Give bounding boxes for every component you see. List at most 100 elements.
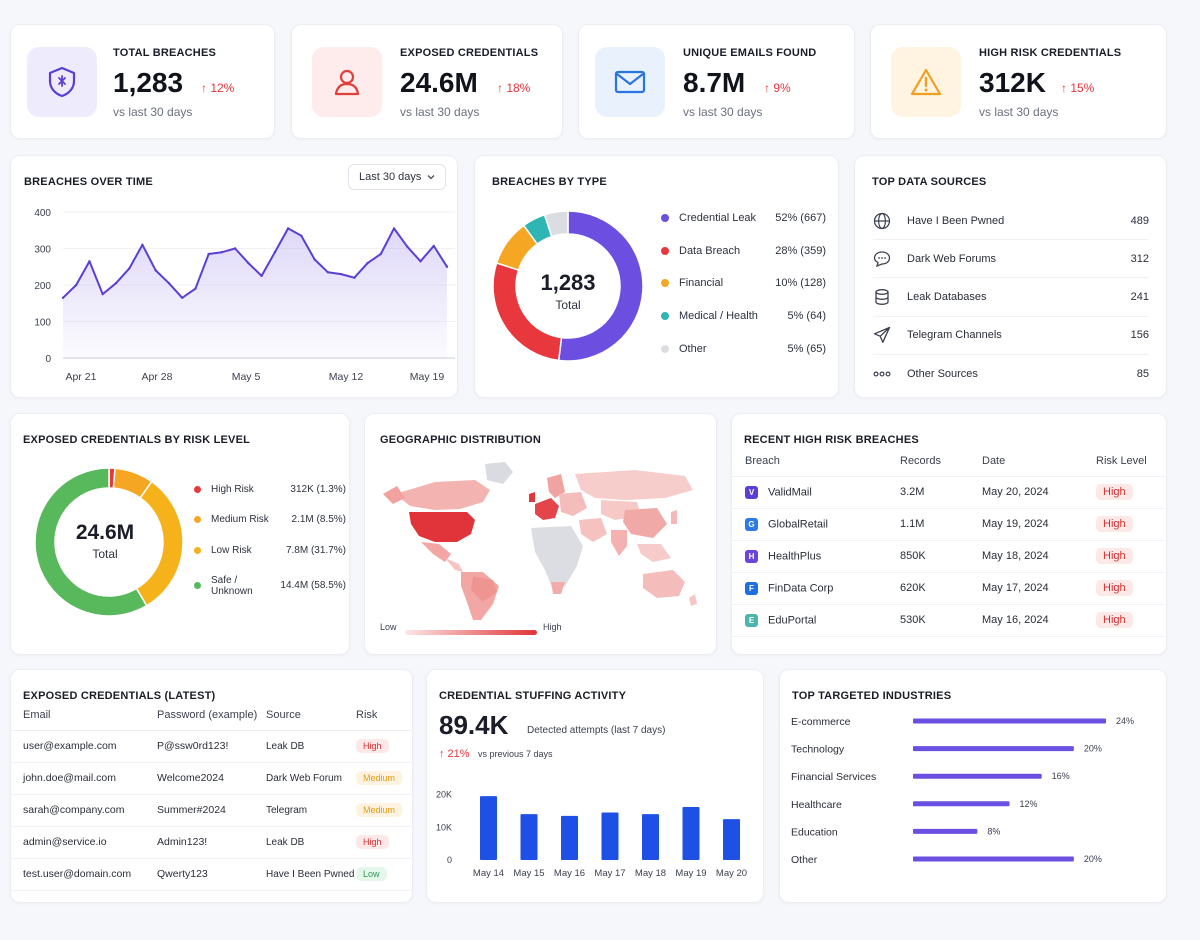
- column-header[interactable]: Records: [900, 446, 982, 477]
- bar[interactable]: [520, 814, 538, 860]
- email-link[interactable]: admin@service.io: [11, 826, 157, 859]
- column-header[interactable]: Source: [266, 700, 356, 731]
- bar[interactable]: [913, 828, 978, 834]
- source-item[interactable]: Have I Been Pwned 489: [873, 202, 1149, 240]
- column-header[interactable]: Date: [982, 446, 1096, 477]
- legend-label: High Risk: [211, 484, 254, 495]
- breach-name[interactable]: GlobalRetail: [768, 517, 828, 530]
- source-item[interactable]: Other Sources 85: [873, 355, 1149, 393]
- table-row[interactable]: G GlobalRetail 1.1M May 19, 2024 High: [732, 508, 1166, 541]
- legend-item[interactable]: Low Risk 7.8M (31.7%): [194, 545, 346, 556]
- y-tick-label: 200: [34, 281, 51, 292]
- legend-item[interactable]: Financial 10% (128): [661, 277, 826, 289]
- email-link[interactable]: john.doe@mail.com: [11, 762, 157, 795]
- source-label: Have I Been Pwned: [907, 214, 1005, 227]
- world-map[interactable]: [375, 454, 705, 624]
- table-row[interactable]: user@example.com P@ssw0rd123! Leak DB High: [11, 730, 412, 763]
- kpi-label: TOTAL BREACHES: [113, 47, 217, 59]
- kpi-value: 312K: [979, 67, 1046, 98]
- table-row[interactable]: sarah@company.com Summer#2024 Telegram Medi…: [11, 794, 412, 827]
- legend-item[interactable]: Medical / Health 5% (64): [661, 310, 826, 322]
- legend-value: 312K (1.3%): [290, 484, 346, 495]
- records-cell: 620K: [900, 572, 982, 605]
- table-row[interactable]: john.doe@mail.com Welcome2024 Dark Web For…: [11, 762, 412, 795]
- card-title: TOP TARGETED INDUSTRIES: [792, 690, 952, 702]
- data-point: [419, 260, 422, 263]
- breach-logo-icon: F: [745, 581, 758, 595]
- email-link[interactable]: user@example.com: [11, 730, 157, 763]
- bar[interactable]: [913, 801, 1010, 807]
- legend-item[interactable]: Data Breach 28% (359): [661, 245, 826, 257]
- data-point: [286, 227, 290, 230]
- bar[interactable]: [913, 746, 1074, 752]
- bar[interactable]: [601, 812, 619, 860]
- table-header-row: Breach Records Date Risk Level: [732, 446, 1166, 477]
- column-header[interactable]: Password (example): [157, 700, 266, 731]
- table-row[interactable]: H HealthPlus 850K May 18, 2024 High: [732, 540, 1166, 573]
- legend-item[interactable]: High Risk 312K (1.3%): [194, 484, 346, 495]
- kpi-value: 24.6M: [400, 67, 478, 98]
- category-label: Healthcare: [791, 799, 842, 811]
- legend-item[interactable]: Credential Leak 52% (667): [661, 212, 826, 224]
- data-point: [207, 252, 210, 256]
- legend-label: Other: [679, 342, 707, 355]
- source-item[interactable]: Telegram Channels 156: [873, 317, 1149, 355]
- bar[interactable]: [913, 856, 1074, 862]
- database-icon: [873, 288, 907, 306]
- legend-item[interactable]: Safe / Unknown 14.4M (58.5%): [194, 575, 346, 597]
- top-industries-card: TOP TARGETED INDUSTRIES E-commerce 24% Tec…: [779, 669, 1167, 903]
- legend-swatch: [194, 546, 201, 554]
- source-item[interactable]: Leak Databases 241: [873, 279, 1149, 317]
- pie-slice[interactable]: [34, 467, 148, 617]
- breach-name[interactable]: ValidMail: [768, 485, 812, 498]
- legend-swatch: [661, 312, 669, 321]
- breach-name[interactable]: FinData Corp: [768, 581, 834, 594]
- bar[interactable]: [913, 718, 1106, 724]
- breach-name[interactable]: EduPortal: [768, 613, 817, 626]
- legend-label: Medium Risk: [211, 514, 269, 526]
- source-label: Telegram Channels: [907, 329, 1002, 342]
- bar[interactable]: [642, 814, 659, 860]
- table-row[interactable]: E EduPortal 530K May 16, 2024 High: [732, 604, 1166, 637]
- stuffing-change: ↑ 21%: [439, 748, 470, 760]
- data-point: [167, 281, 171, 285]
- card-title: EXPOSED CREDENTIALS (LATEST): [23, 690, 216, 702]
- legend-gradient-bar: [405, 630, 537, 635]
- column-header[interactable]: Risk: [356, 700, 412, 731]
- bar[interactable]: [723, 819, 740, 860]
- pie-slice[interactable]: [557, 210, 644, 362]
- source-item[interactable]: Dark Web Forums 312: [873, 240, 1149, 279]
- email-link[interactable]: test.user@domain.com: [11, 858, 157, 891]
- table-row[interactable]: test.user@domain.com Qwerty123 Have I Been…: [11, 858, 412, 891]
- column-header[interactable]: Risk Level: [1096, 446, 1166, 477]
- legend-item[interactable]: Medium Risk 2.1M (8.5%): [194, 514, 346, 525]
- bar[interactable]: [913, 773, 1042, 779]
- pie-slice[interactable]: [543, 210, 569, 238]
- y-tick-label: 10K: [436, 822, 452, 832]
- x-tick-label: May 12: [329, 371, 364, 383]
- legend-low-label: Low: [380, 622, 397, 632]
- card-title: RECENT HIGH RISK BREACHES: [744, 434, 919, 446]
- value-label: 20%: [1084, 854, 1102, 864]
- x-tick-label: May 14: [473, 868, 504, 879]
- breach-name[interactable]: HealthPlus: [768, 549, 822, 562]
- bar[interactable]: [480, 796, 497, 860]
- column-header[interactable]: Breach: [732, 446, 900, 477]
- legend-label: Credential Leak: [679, 212, 757, 224]
- legend-swatch: [661, 344, 669, 353]
- source-label: Other Sources: [907, 368, 978, 381]
- x-tick-label: May 19: [410, 371, 445, 383]
- table-row[interactable]: V ValidMail 3.2M May 20, 2024 High: [732, 476, 1166, 509]
- data-point: [300, 234, 303, 237]
- date-range-select[interactable]: Last 30 days: [348, 164, 446, 190]
- bar[interactable]: [682, 806, 700, 860]
- table-row[interactable]: F FinData Corp 620K May 17, 2024 High: [732, 572, 1166, 605]
- map-region-central: [445, 558, 463, 572]
- legend-item[interactable]: Other 5% (65): [661, 343, 826, 355]
- data-point: [194, 287, 197, 290]
- card-title: BREACHES OVER TIME: [24, 176, 153, 188]
- email-link[interactable]: sarah@company.com: [11, 794, 157, 827]
- table-row[interactable]: admin@service.io Admin123! Leak DB High: [11, 826, 412, 859]
- column-header[interactable]: Email: [11, 700, 157, 731]
- bar[interactable]: [561, 815, 578, 860]
